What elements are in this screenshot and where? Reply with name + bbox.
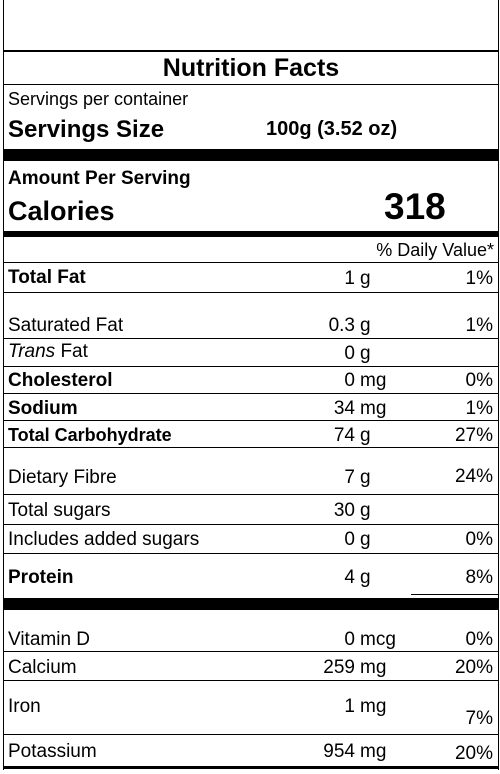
servings-per-container: Servings per container <box>8 89 189 109</box>
bottom-rule <box>4 766 498 769</box>
potassium-unit: mg <box>360 741 387 762</box>
total-sugars-amount: 30 <box>333 500 355 521</box>
iron-dv: 7% <box>465 708 493 729</box>
dietary-fibre-amount: 7 <box>344 467 355 488</box>
rule <box>4 494 498 495</box>
protein-dv: 8% <box>465 567 493 588</box>
rule <box>4 338 498 339</box>
potassium-label: Potassium <box>8 741 97 762</box>
cholesterol-unit: mg <box>360 370 387 391</box>
sodium-unit: mg <box>360 398 387 419</box>
trans-fat-rest: Fat <box>60 341 88 362</box>
potassium-amount: 954 <box>323 741 355 762</box>
potassium-dv: 20% <box>454 743 493 764</box>
sodium-label: Sodium <box>8 398 78 419</box>
rule <box>4 524 498 525</box>
calcium-dv: 20% <box>454 657 493 678</box>
calcium-unit: mg <box>360 657 387 678</box>
protein-dv-underline <box>411 594 498 595</box>
sodium-dv: 1% <box>465 398 493 419</box>
rule <box>4 292 498 293</box>
total-carb-unit: g <box>360 425 371 446</box>
daily-value-header: % Daily Value* <box>376 240 494 260</box>
total-carb-label: Total Carbohydrate <box>8 425 172 445</box>
cholesterol-dv: 0% <box>465 370 493 391</box>
vitamin-d-label: Vitamin D <box>8 629 91 650</box>
rule-dv <box>4 262 498 263</box>
total-fat-label: Total Fat <box>8 267 86 288</box>
calcium-label: Calcium <box>8 657 77 678</box>
thick-rule-2 <box>4 231 498 237</box>
amount-per-serving: Amount Per Serving <box>8 168 191 189</box>
dietary-fibre-label: Dietary Fibre <box>8 467 117 488</box>
label-title: Nutrition Facts <box>162 54 340 82</box>
trans-fat-unit: g <box>360 343 371 364</box>
title-rule <box>4 84 498 85</box>
thick-rule-1 <box>4 149 498 161</box>
saturated-fat-amount: 0.3 <box>328 315 355 336</box>
rule <box>4 366 498 367</box>
iron-label: Iron <box>8 696 41 717</box>
vitamin-d-dv: 0% <box>465 629 493 650</box>
rule <box>4 553 498 554</box>
rule <box>4 680 498 681</box>
calcium-amount: 259 <box>323 657 355 678</box>
protein-amount: 4 <box>344 567 355 588</box>
added-sugars-unit: g <box>360 529 371 550</box>
total-fat-amount: 1 <box>344 268 355 289</box>
protein-label: Protein <box>8 567 74 588</box>
added-sugars-amount: 0 <box>344 529 355 550</box>
rule <box>4 651 498 652</box>
serving-size-label: Servings Size <box>8 116 165 143</box>
dietary-fibre-unit: g <box>360 467 371 488</box>
total-carb-dv: 27% <box>454 425 493 446</box>
protein-unit: g <box>360 567 371 588</box>
saturated-fat-dv: 1% <box>465 315 493 336</box>
saturated-fat-label: Saturated Fat <box>8 315 124 336</box>
rule <box>4 420 498 421</box>
added-sugars-label: Includes added sugars <box>8 529 200 550</box>
cholesterol-amount: 0 <box>344 370 355 391</box>
cholesterol-label: Cholesterol <box>8 370 113 391</box>
iron-unit: mg <box>360 696 387 717</box>
calories-value: 318 <box>384 186 446 227</box>
top-rule <box>4 50 498 52</box>
total-carb-amount: 74 <box>333 425 355 446</box>
total-fat-dv: 1% <box>465 268 493 289</box>
total-sugars-unit: g <box>360 500 371 521</box>
vitamin-d-unit: mcg <box>360 629 396 650</box>
total-sugars-label: Total sugars <box>8 500 111 521</box>
trans-fat-label: Trans Fat <box>8 341 88 363</box>
thick-rule-3 <box>4 598 498 610</box>
saturated-fat-unit: g <box>360 315 371 336</box>
iron-amount: 1 <box>344 696 355 717</box>
added-sugars-dv: 0% <box>465 529 493 550</box>
trans-fat-amount: 0 <box>344 343 355 364</box>
rule <box>4 393 498 394</box>
nutrition-label: Nutrition Facts Servings per container S… <box>3 0 499 770</box>
sodium-amount: 34 <box>333 398 355 419</box>
trans-fat-italic: Trans <box>8 341 56 362</box>
serving-size-value: 100g (3.52 oz) <box>266 118 398 140</box>
total-fat-unit: g <box>360 268 371 289</box>
vitamin-d-amount: 0 <box>344 629 355 650</box>
rule <box>4 447 498 448</box>
calories-label: Calories <box>8 196 115 226</box>
dietary-fibre-dv: 24% <box>454 466 493 487</box>
rule <box>4 734 498 735</box>
